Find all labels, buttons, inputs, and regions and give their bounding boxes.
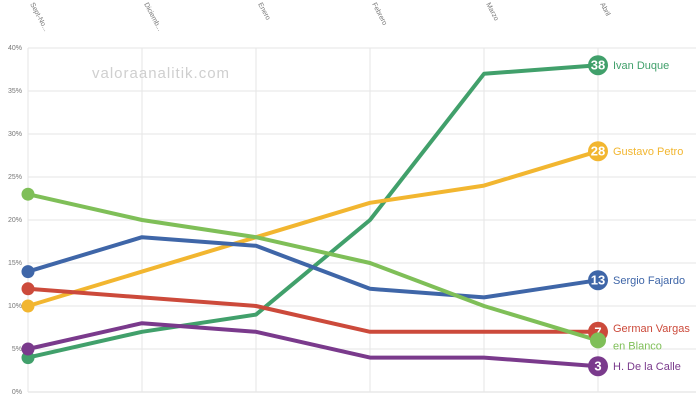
series-name-label: Ivan Duque: [613, 60, 669, 72]
x-tick-label: Abril: [598, 2, 611, 18]
series-start-point: [21, 187, 35, 201]
series-line: [26, 192, 600, 343]
series-start-point: [21, 282, 35, 296]
y-tick-label: 15%: [8, 260, 22, 267]
x-tick-label: Marzo: [484, 2, 499, 23]
series-name-label: Sergio Fajardo: [613, 275, 685, 287]
watermark: valoraanalitik.com: [92, 65, 230, 82]
value-badge-text: 38: [591, 58, 605, 73]
series-line: [26, 235, 600, 300]
x-tick-label: Sept-No...: [28, 2, 49, 33]
y-tick-label: 0%: [12, 389, 22, 396]
series-line: [26, 286, 600, 334]
series-start-point: [21, 299, 35, 313]
series-name-label: H. De la Calle: [613, 361, 681, 373]
series-start-point: [21, 265, 35, 279]
x-axis-ticks: Sept-No... Diciemb... Enero Febrero Marzo Abr…: [28, 2, 611, 33]
series-end-point: [590, 332, 606, 349]
series-start-point: [21, 342, 35, 356]
y-axis-ticks: 0% 5% 10% 15% 20% 25% 30% 35% 40%: [8, 45, 22, 396]
series-name-label: Gustavo Petro: [613, 146, 683, 158]
x-tick-label: Diciemb...: [142, 2, 163, 33]
value-badge: [588, 270, 608, 291]
series-line: [26, 321, 600, 369]
y-tick-label: 40%: [8, 45, 22, 52]
value-badge: [588, 55, 608, 76]
value-badge-text: 3: [594, 359, 601, 374]
series-name-label: German Vargas: [613, 323, 690, 335]
x-tick-label: Enero: [256, 2, 271, 22]
y-tick-label: 5%: [12, 346, 22, 353]
y-tick-label: 30%: [8, 131, 22, 138]
series-lines: [21, 63, 600, 369]
value-badge: [588, 356, 608, 377]
series-line: [26, 149, 600, 308]
value-badge-text: 7: [594, 324, 601, 339]
value-badge-text: 13: [591, 273, 605, 288]
series-labels: 38 Ivan Duque 28 Gustavo Petro 13 Sergio Faja…: [588, 55, 690, 377]
y-tick-label: 35%: [8, 88, 22, 95]
value-badge: [588, 141, 608, 162]
y-tick-label: 25%: [8, 174, 22, 181]
series-name-label: en Blanco: [613, 340, 662, 352]
y-tick-label: 10%: [8, 303, 22, 310]
y-tick-label: 20%: [8, 217, 22, 224]
value-badge-text: 28: [591, 144, 605, 159]
x-tick-label: Febrero: [370, 2, 388, 27]
